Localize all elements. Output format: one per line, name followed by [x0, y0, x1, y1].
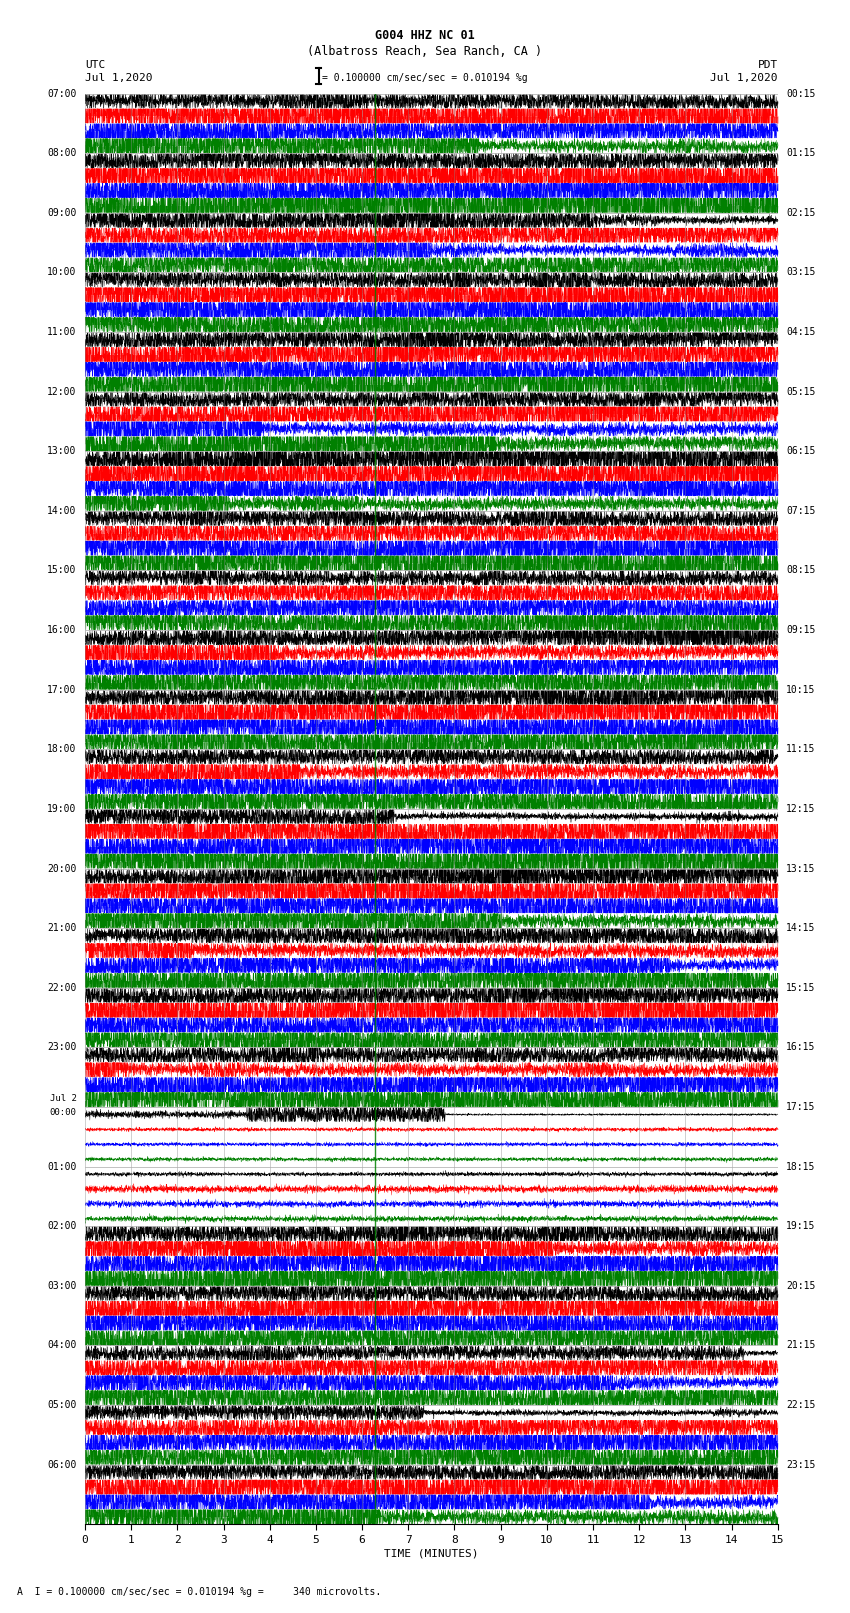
Text: 12:15: 12:15 [786, 803, 815, 815]
Text: 08:15: 08:15 [786, 566, 815, 576]
Text: 00:00: 00:00 [50, 1108, 76, 1118]
Text: 06:15: 06:15 [786, 447, 815, 456]
Text: 19:00: 19:00 [48, 803, 76, 815]
Text: A  I = 0.100000 cm/sec/sec = 0.010194 %g =     340 microvolts.: A I = 0.100000 cm/sec/sec = 0.010194 %g … [17, 1587, 382, 1597]
Text: 17:15: 17:15 [786, 1102, 815, 1111]
Text: 22:00: 22:00 [48, 982, 76, 992]
Text: 19:15: 19:15 [786, 1221, 815, 1231]
Text: 04:15: 04:15 [786, 327, 815, 337]
Text: 21:00: 21:00 [48, 923, 76, 934]
Text: 23:00: 23:00 [48, 1042, 76, 1052]
X-axis label: TIME (MINUTES): TIME (MINUTES) [384, 1548, 479, 1558]
Text: 09:15: 09:15 [786, 626, 815, 636]
Text: 15:15: 15:15 [786, 982, 815, 992]
Text: 10:15: 10:15 [786, 684, 815, 695]
Text: UTC: UTC [85, 60, 105, 69]
Text: (Albatross Reach, Sea Ranch, CA ): (Albatross Reach, Sea Ranch, CA ) [308, 45, 542, 58]
Text: 18:00: 18:00 [48, 744, 76, 755]
Text: 14:00: 14:00 [48, 506, 76, 516]
Text: 09:00: 09:00 [48, 208, 76, 218]
Text: 05:00: 05:00 [48, 1400, 76, 1410]
Text: 02:00: 02:00 [48, 1221, 76, 1231]
Text: 20:15: 20:15 [786, 1281, 815, 1290]
Text: G004 HHZ NC 01: G004 HHZ NC 01 [375, 29, 475, 42]
Text: 16:00: 16:00 [48, 626, 76, 636]
Text: 10:00: 10:00 [48, 268, 76, 277]
Text: 02:15: 02:15 [786, 208, 815, 218]
Text: 13:00: 13:00 [48, 447, 76, 456]
Text: 20:00: 20:00 [48, 863, 76, 874]
Text: 16:15: 16:15 [786, 1042, 815, 1052]
Text: Jul 1,2020: Jul 1,2020 [85, 73, 152, 82]
Text: PDT: PDT [757, 60, 778, 69]
Text: 12:00: 12:00 [48, 387, 76, 397]
Text: 06:00: 06:00 [48, 1460, 76, 1469]
Text: 07:15: 07:15 [786, 506, 815, 516]
Text: Jul 1,2020: Jul 1,2020 [711, 73, 778, 82]
Text: 15:00: 15:00 [48, 566, 76, 576]
Text: 18:15: 18:15 [786, 1161, 815, 1171]
Text: 03:15: 03:15 [786, 268, 815, 277]
Text: 11:15: 11:15 [786, 744, 815, 755]
Text: 03:00: 03:00 [48, 1281, 76, 1290]
Text: 00:15: 00:15 [786, 89, 815, 98]
Text: 08:00: 08:00 [48, 148, 76, 158]
Text: 05:15: 05:15 [786, 387, 815, 397]
Text: 17:00: 17:00 [48, 684, 76, 695]
Text: 01:00: 01:00 [48, 1161, 76, 1171]
Text: 07:00: 07:00 [48, 89, 76, 98]
Text: 01:15: 01:15 [786, 148, 815, 158]
Text: 11:00: 11:00 [48, 327, 76, 337]
Text: 22:15: 22:15 [786, 1400, 815, 1410]
Text: Jul 2: Jul 2 [50, 1094, 76, 1103]
Text: 13:15: 13:15 [786, 863, 815, 874]
Text: 04:00: 04:00 [48, 1340, 76, 1350]
Text: 14:15: 14:15 [786, 923, 815, 934]
Text: 23:15: 23:15 [786, 1460, 815, 1469]
Text: 21:15: 21:15 [786, 1340, 815, 1350]
Text: = 0.100000 cm/sec/sec = 0.010194 %g: = 0.100000 cm/sec/sec = 0.010194 %g [322, 73, 528, 82]
